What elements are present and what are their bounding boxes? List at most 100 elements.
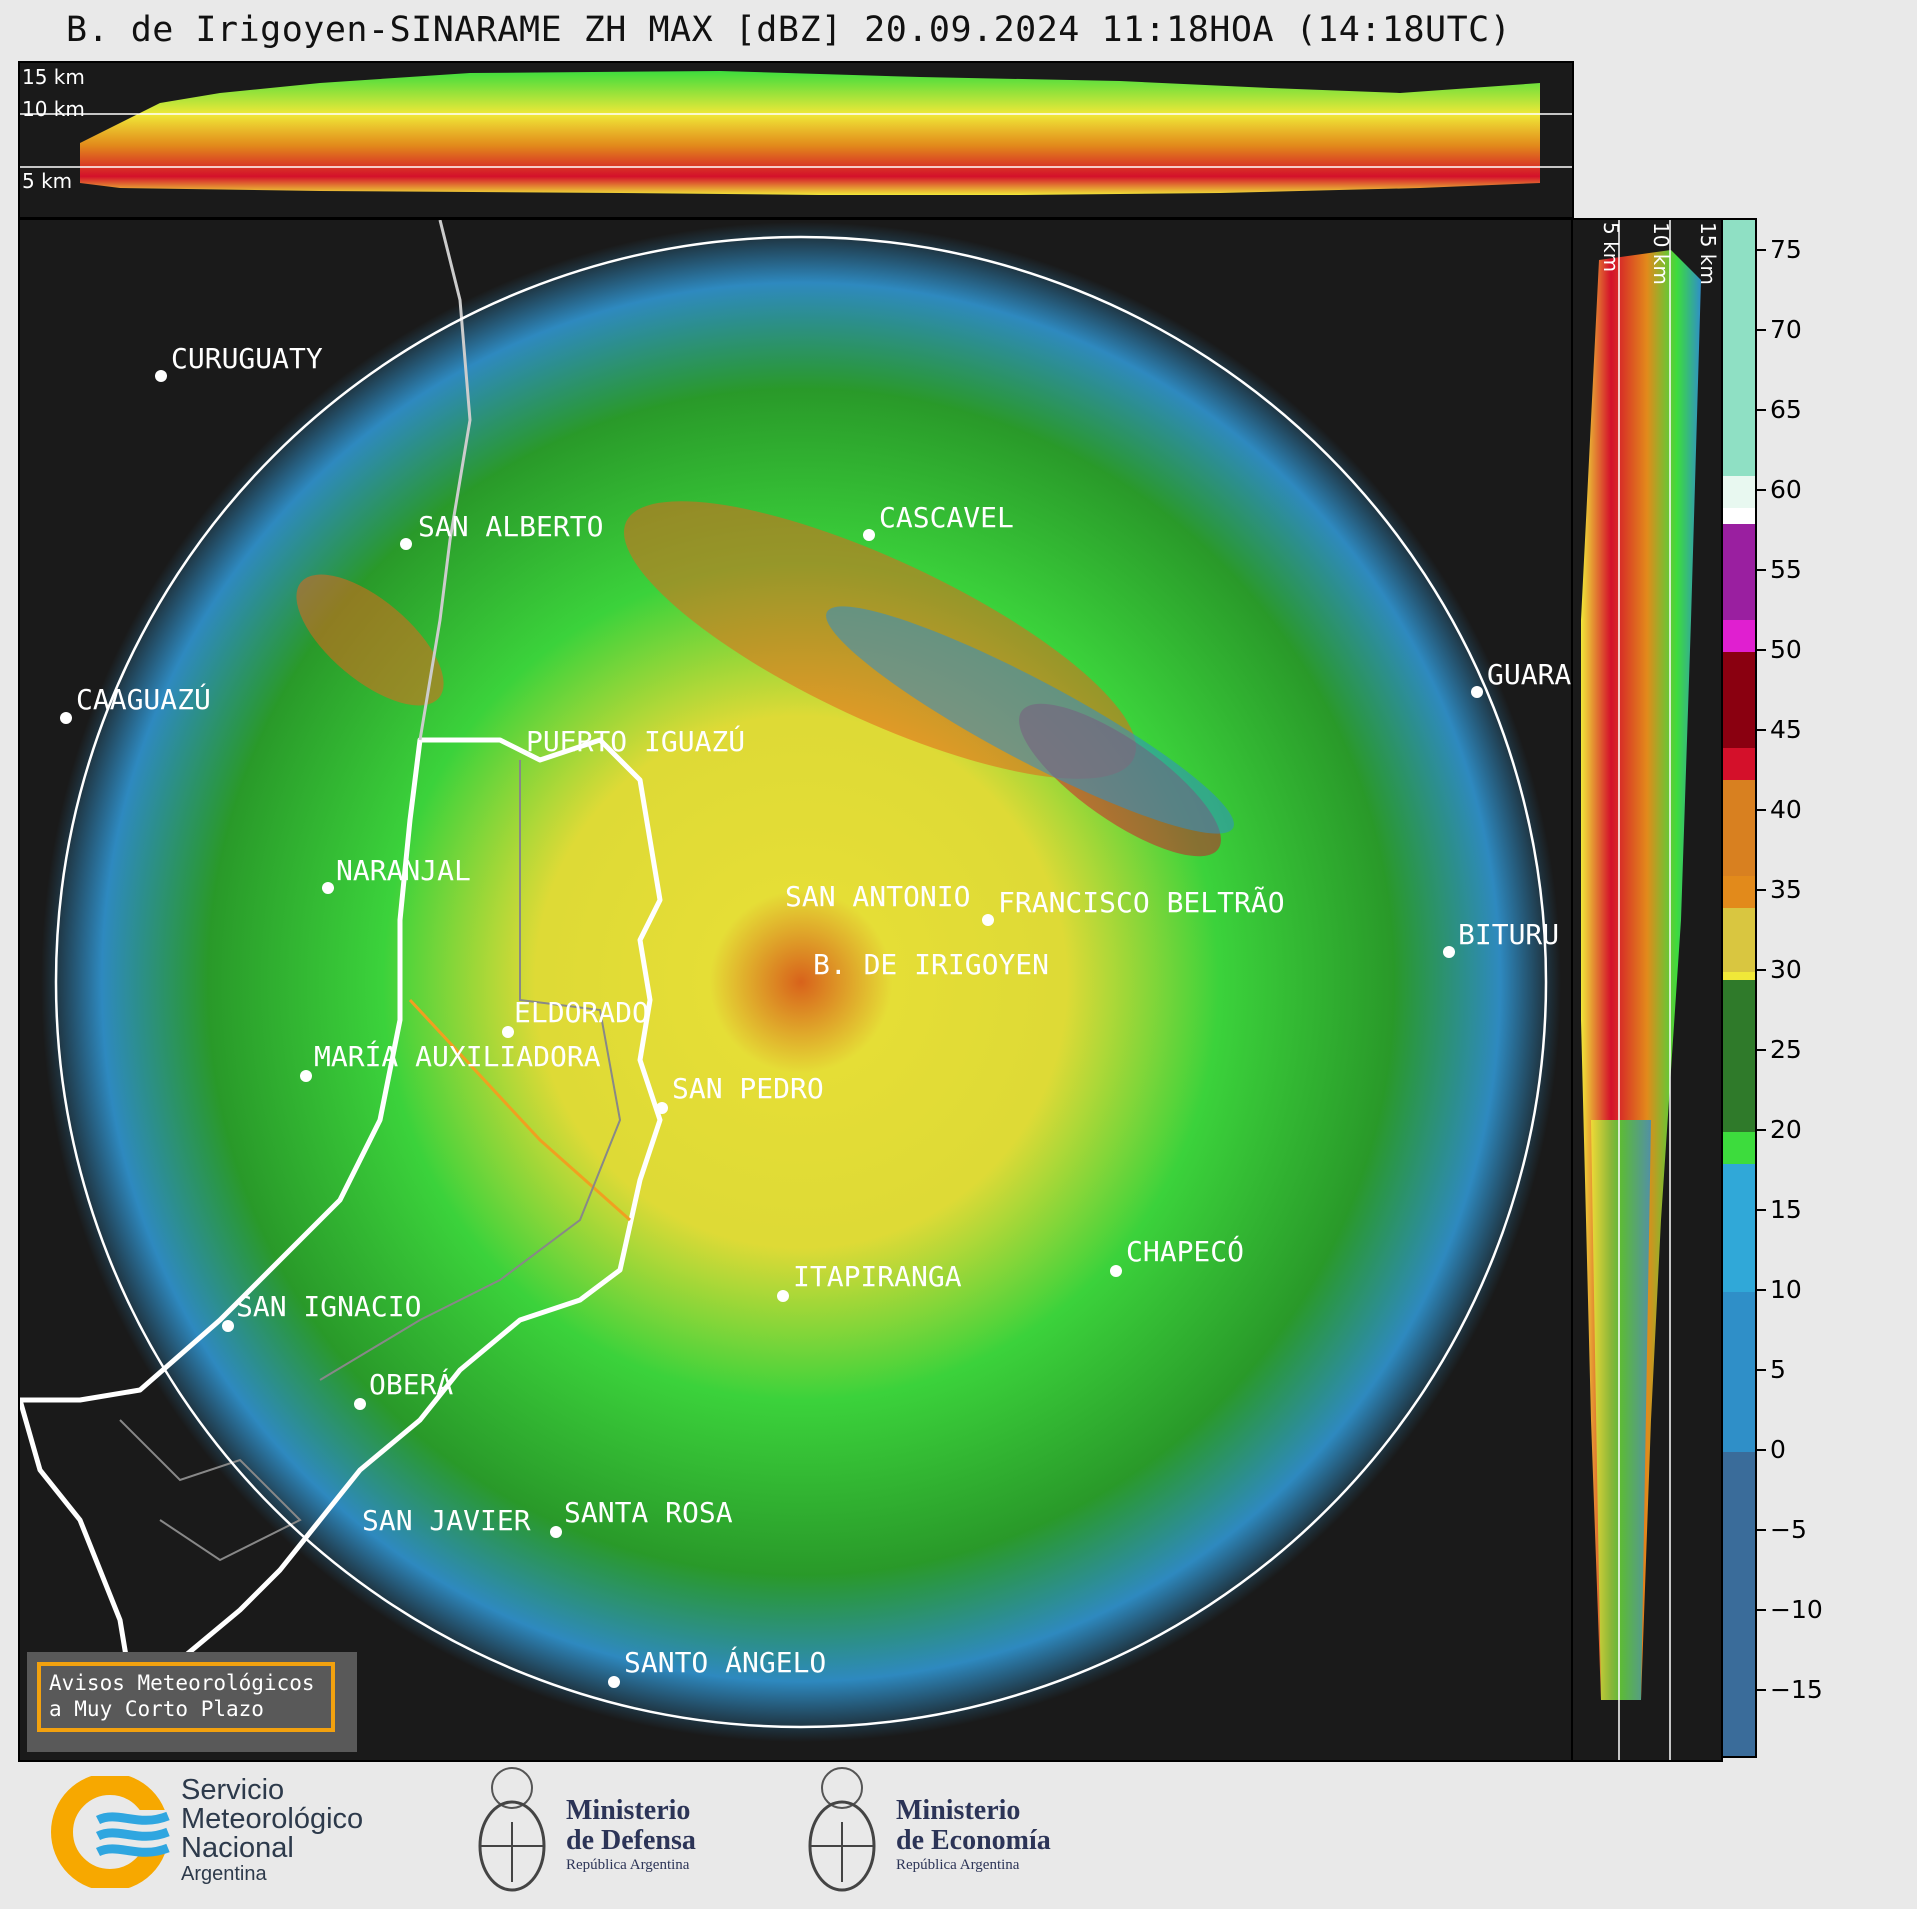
colorbar-tick-label: 45 [1770, 715, 1802, 744]
colorbar-tick [1756, 1289, 1766, 1291]
economia-line1: Ministerio [896, 1795, 1021, 1826]
colorbar-segment [1723, 1132, 1755, 1165]
city-marker [656, 1102, 668, 1114]
top-label-5km: 5 km [22, 169, 73, 193]
provincial-route [408, 998, 631, 1222]
city-marker [300, 1070, 312, 1082]
colorbar-tick-label: 10 [1770, 1275, 1802, 1304]
smn-line2: Meteorológico [181, 1803, 364, 1835]
city-marker [155, 370, 167, 382]
colorbar-tick-label: 40 [1770, 795, 1802, 824]
colorbar-tick [1756, 1129, 1766, 1131]
city-marker [502, 1026, 514, 1038]
colorbar-segment [1723, 780, 1755, 877]
smn-line1: Servicio [181, 1774, 285, 1806]
colorbar-tick-label: −15 [1770, 1675, 1823, 1704]
right-height-profile-panel: 5 km 10 km 15 km [1569, 218, 1723, 1762]
top-label-10km: 10 km [22, 97, 85, 121]
department-boundaries [319, 760, 622, 1381]
radar-map-svg [20, 220, 1561, 1742]
colorbar-tick-label: 75 [1770, 235, 1802, 264]
top-label-15km: 15 km [22, 65, 85, 89]
smn-logo-text: Servicio Meteorológico Nacional Argentin… [181, 1774, 364, 1886]
city-marker [608, 1676, 620, 1688]
colorbar-segment [1723, 972, 1755, 981]
colorbar-tick [1756, 1609, 1766, 1611]
colorbar-tick-label: 0 [1770, 1435, 1786, 1464]
city-label-san-pedro: SAN PEDRO [672, 1072, 824, 1105]
city-label-san-javier: SAN JAVIER [362, 1504, 531, 1537]
radar-map: CURUGUATY SAN ALBERTO CASCAVEL CAAGUAZÚ … [18, 218, 1573, 1762]
radar-range-ring [54, 235, 1548, 1729]
city-label-maria-auxiliadora: MARÍA AUXILIADORA [314, 1040, 601, 1073]
department-boundaries-south [119, 1419, 302, 1562]
colorbar-segment [1723, 652, 1755, 749]
defensa-line3: República Argentina [566, 1857, 690, 1873]
map-title: B. de Irigoyen-SINARAME ZH MAX [dBZ] 20.… [66, 10, 1512, 50]
right-label-5km: 5 km [1599, 222, 1623, 273]
colorbar-tick [1756, 1369, 1766, 1371]
city-marker [60, 712, 72, 724]
city-label-bituru: BITURU [1458, 918, 1560, 951]
economia-logo-text: Ministerio de Economía República Argenti… [896, 1796, 1051, 1874]
aviso-frame: Avisos Meteorológicos a Muy Corto Plazo [37, 1662, 335, 1732]
colorbar-tick [1756, 889, 1766, 891]
city-marker [1471, 686, 1483, 698]
city-marker [222, 1320, 234, 1332]
colorbar-segment [1723, 980, 1755, 1133]
colorbar-segment [1723, 620, 1755, 653]
colorbar-tick-label: 5 [1770, 1355, 1786, 1384]
economia-shield-icon [808, 1767, 876, 1892]
colorbar-tick-label: 25 [1770, 1035, 1802, 1064]
northwest-storm-cell [296, 574, 444, 706]
colorbar-segment [1723, 220, 1755, 477]
colorbar-tick-label: −10 [1770, 1595, 1823, 1624]
city-marker [1443, 946, 1455, 958]
right-profile-plot [1581, 220, 1701, 1760]
river-border-north [418, 220, 472, 741]
colorbar-segment [1723, 876, 1755, 909]
clear-band [826, 606, 1234, 834]
colorbar-tick-label: 20 [1770, 1115, 1802, 1144]
colorbar-segment [1723, 476, 1755, 509]
colorbar-tick [1756, 649, 1766, 651]
colorbar-tick [1756, 489, 1766, 491]
defensa-shield-icon [478, 1767, 546, 1892]
city-label-puerto-iguazu: PUERTO IGUAZÚ [526, 725, 746, 758]
city-label-caaguazu: CAAGUAZÚ [76, 683, 211, 716]
colorbar-segment [1723, 524, 1755, 621]
colorbar-tick-label: 65 [1770, 395, 1802, 424]
city-marker [1110, 1265, 1122, 1277]
colorbar-tick [1756, 729, 1766, 731]
right-label-10km: 10 km [1649, 222, 1673, 285]
colorbar-tick-label: 30 [1770, 955, 1802, 984]
city-label-curuguaty: CURUGUATY [171, 342, 323, 375]
city-marker [982, 914, 994, 926]
city-marker [322, 882, 334, 894]
right-profile-lower-echo [1591, 1120, 1651, 1700]
colorbar-segment [1723, 908, 1755, 973]
colorbar-segment [1723, 1292, 1755, 1453]
city-label-itapiranga: ITAPIRANGA [793, 1260, 962, 1293]
city-label-santa-rosa: SANTA ROSA [564, 1496, 733, 1529]
defensa-line1: Ministerio [566, 1795, 691, 1826]
city-marker [354, 1398, 366, 1410]
colorbar-tick [1756, 569, 1766, 571]
city-label-guara: GUARA [1487, 658, 1572, 691]
smn-line4: Argentina [181, 1863, 267, 1885]
colorbar-tick-label: 15 [1770, 1195, 1802, 1224]
city-marker [863, 529, 875, 541]
colorbar-tick [1756, 1529, 1766, 1531]
city-label-santo-angelo: SANTO ÁNGELO [624, 1646, 827, 1679]
colorbar-tick-label: −5 [1770, 1515, 1807, 1544]
city-label-san-alberto: SAN ALBERTO [418, 510, 604, 543]
colorbar-tick [1756, 1209, 1766, 1211]
smn-line3: Nacional [181, 1832, 294, 1864]
colorbar-tick-label: 70 [1770, 315, 1802, 344]
economia-line3: República Argentina [896, 1857, 1020, 1873]
argentina-border [20, 737, 663, 1683]
colorbar-tick [1756, 409, 1766, 411]
colorbar-tick [1756, 809, 1766, 811]
city-label-naranjal: NARANJAL [336, 854, 471, 887]
city-marker [400, 538, 412, 550]
